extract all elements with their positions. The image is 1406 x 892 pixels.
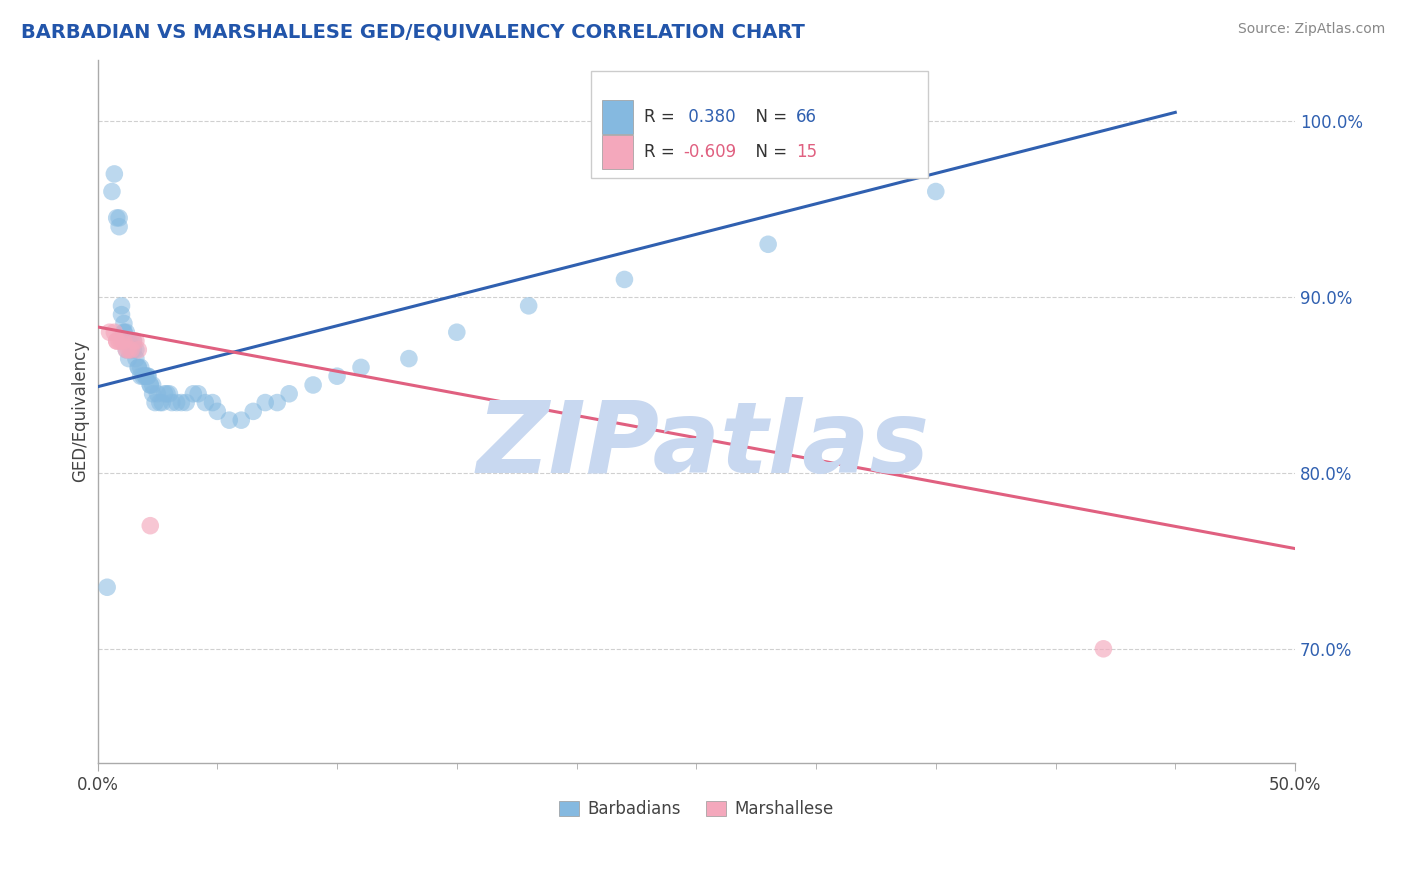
- Legend: Barbadians, Marshallese: Barbadians, Marshallese: [553, 794, 841, 825]
- Point: [187, 386, 209, 401]
- Point: [231, 413, 253, 427]
- Point: [136, 369, 159, 384]
- Point: [108, 211, 131, 225]
- Text: ZIPatlas: ZIPatlas: [477, 398, 929, 494]
- Point: [96, 580, 118, 594]
- Point: [112, 334, 135, 348]
- Point: [120, 334, 142, 348]
- Text: N =: N =: [745, 109, 793, 127]
- Point: [134, 369, 156, 384]
- Point: [143, 395, 166, 409]
- Point: [115, 325, 138, 339]
- Point: [160, 395, 183, 409]
- Point: [254, 395, 277, 409]
- Text: R =: R =: [644, 143, 681, 161]
- Text: R =: R =: [644, 109, 681, 127]
- Point: [125, 351, 148, 366]
- Point: [170, 395, 193, 409]
- Point: [127, 343, 149, 357]
- Point: [132, 369, 155, 384]
- Text: 15: 15: [796, 143, 817, 161]
- Point: [136, 369, 159, 384]
- Point: [446, 325, 468, 339]
- Point: [125, 334, 148, 348]
- Point: [613, 272, 636, 286]
- Point: [105, 211, 128, 225]
- Point: [142, 378, 165, 392]
- Point: [122, 334, 145, 348]
- Point: [103, 325, 125, 339]
- Point: [242, 404, 264, 418]
- Point: [925, 185, 948, 199]
- Point: [278, 386, 301, 401]
- Y-axis label: GED/Equivalency: GED/Equivalency: [72, 341, 89, 483]
- Point: [142, 386, 165, 401]
- Point: [127, 360, 149, 375]
- Point: [350, 360, 373, 375]
- Point: [120, 343, 142, 357]
- Point: [129, 360, 152, 375]
- Point: [149, 395, 172, 409]
- Point: [398, 351, 420, 366]
- Point: [139, 518, 162, 533]
- Point: [108, 219, 131, 234]
- Point: [110, 299, 132, 313]
- Point: [122, 334, 145, 348]
- Point: [110, 334, 132, 348]
- Point: [134, 369, 156, 384]
- Point: [194, 395, 217, 409]
- Point: [115, 343, 138, 357]
- Point: [118, 334, 141, 348]
- Point: [156, 386, 179, 401]
- Point: [139, 378, 162, 392]
- Text: 0.380: 0.380: [683, 109, 735, 127]
- Point: [108, 334, 131, 348]
- Point: [266, 395, 288, 409]
- Point: [127, 360, 149, 375]
- Point: [115, 343, 138, 357]
- Point: [122, 343, 145, 357]
- Point: [118, 334, 141, 348]
- Point: [153, 386, 176, 401]
- Point: [174, 395, 197, 409]
- Point: [150, 395, 173, 409]
- Point: [112, 317, 135, 331]
- Point: [756, 237, 779, 252]
- Text: -0.609: -0.609: [683, 143, 737, 161]
- Point: [98, 325, 121, 339]
- Point: [105, 334, 128, 348]
- Point: [218, 413, 240, 427]
- Point: [326, 369, 349, 384]
- Point: [129, 369, 152, 384]
- Point: [139, 378, 162, 392]
- Point: [118, 343, 141, 357]
- Text: BARBADIAN VS MARSHALLESE GED/EQUIVALENCY CORRELATION CHART: BARBADIAN VS MARSHALLESE GED/EQUIVALENCY…: [21, 22, 806, 41]
- Point: [166, 395, 188, 409]
- Point: [201, 395, 224, 409]
- Point: [125, 343, 148, 357]
- Point: [183, 386, 205, 401]
- Point: [112, 325, 135, 339]
- Point: [146, 386, 169, 401]
- Text: N =: N =: [745, 143, 793, 161]
- Point: [120, 343, 142, 357]
- Point: [302, 378, 325, 392]
- Point: [103, 167, 125, 181]
- Point: [207, 404, 229, 418]
- Point: [157, 386, 180, 401]
- Point: [110, 308, 132, 322]
- Text: Source: ZipAtlas.com: Source: ZipAtlas.com: [1237, 22, 1385, 37]
- Point: [112, 325, 135, 339]
- Text: 66: 66: [796, 109, 817, 127]
- Point: [517, 299, 540, 313]
- Point: [118, 351, 141, 366]
- Point: [1092, 641, 1115, 656]
- Point: [105, 334, 128, 348]
- Point: [101, 185, 124, 199]
